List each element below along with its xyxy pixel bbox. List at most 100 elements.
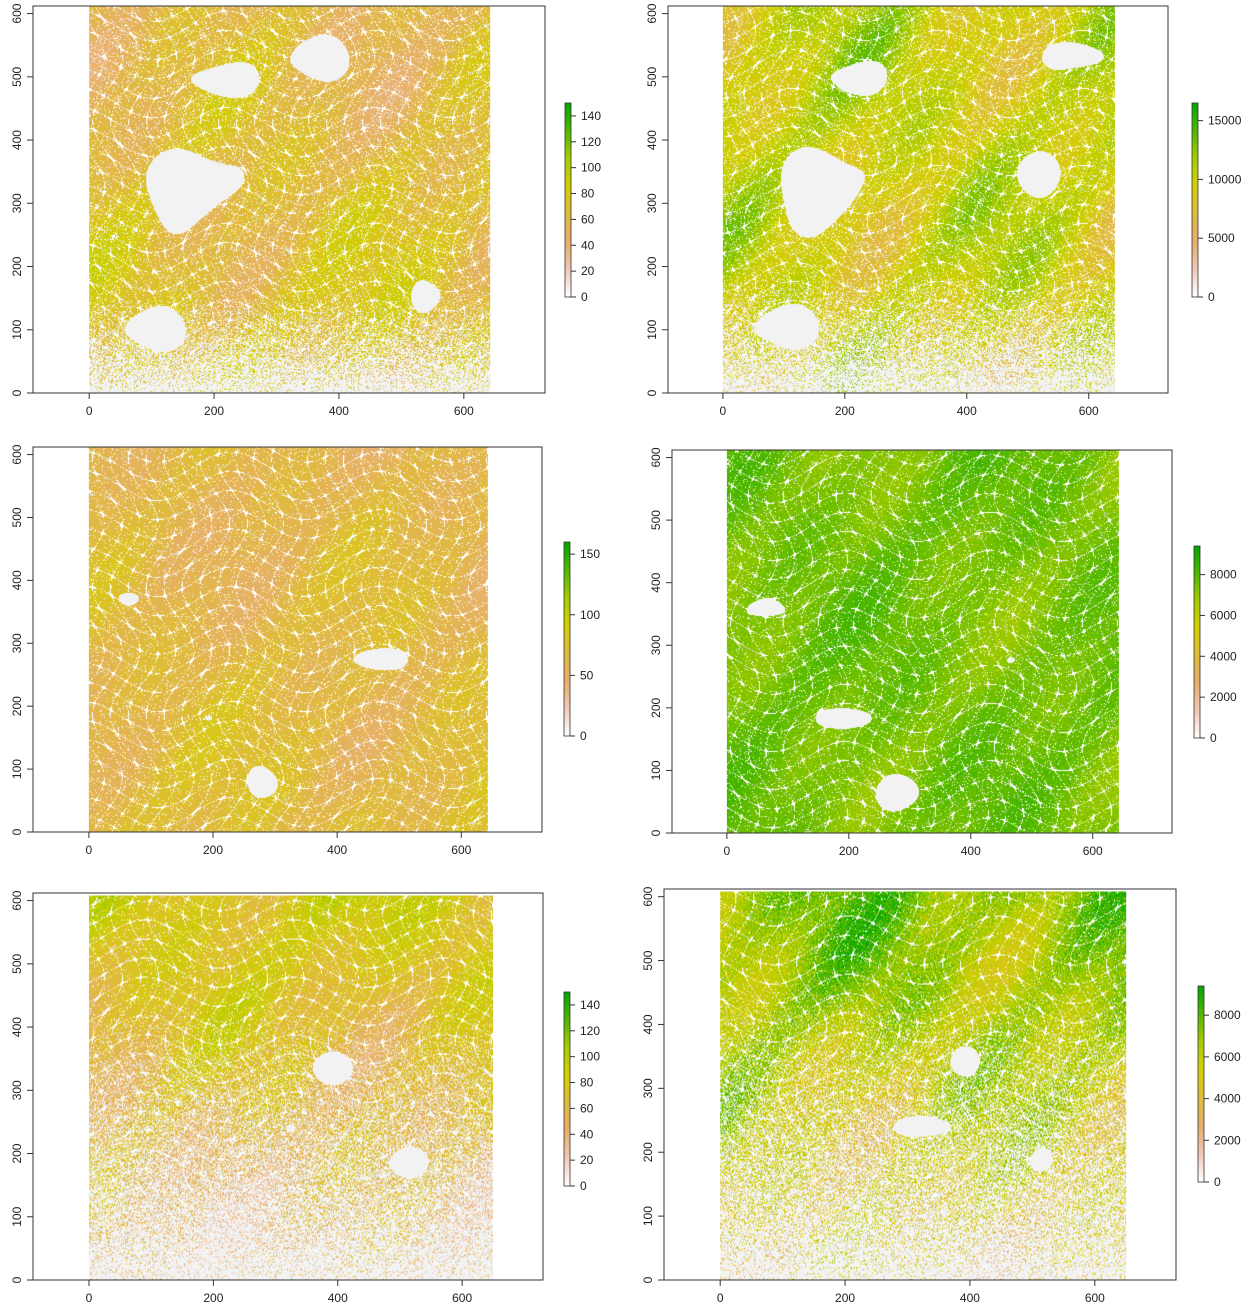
- y-tick-label: 500: [10, 507, 24, 527]
- legend-tick-label: 80: [581, 187, 595, 201]
- raster-panel-row-1-left: 0 200 400 600 0 100 200 300 400 500 600 0 20 40 60 80 10…: [10, 3, 601, 418]
- y-tick-label: 100: [645, 319, 659, 339]
- raster-image: [722, 6, 1115, 393]
- legend-tick-label: 0: [1214, 1175, 1221, 1189]
- y-tick-label: 100: [10, 1206, 24, 1226]
- x-tick-label: 600: [1079, 404, 1099, 418]
- y-tick-label: 600: [10, 890, 24, 910]
- raster-image: [720, 891, 1127, 1280]
- y-tick-label: 400: [10, 570, 24, 590]
- legend-tick-label: 4000: [1214, 1092, 1241, 1106]
- x-tick-label: 400: [961, 844, 981, 858]
- y-tick-label: 200: [645, 256, 659, 276]
- raster-image: [88, 447, 488, 832]
- y-tick-label: 600: [649, 447, 663, 467]
- raster-panel-row-1-right: 0 200 400 600 0 100 200 300 400 500 600 0 5000 10000 1…: [645, 3, 1242, 418]
- legend-tick-label: 140: [580, 998, 600, 1012]
- legend: 0 50 100 150: [563, 541, 600, 743]
- legend-color-bar: [563, 541, 571, 737]
- plot-frame: [32, 446, 543, 833]
- y-tick-label: 400: [645, 130, 659, 150]
- legend-color-bar: [564, 102, 572, 298]
- x-tick-label: 400: [327, 843, 347, 857]
- y-tick-label: 0: [10, 828, 24, 835]
- legend: 0 20 40 60 80 100 120 140: [564, 102, 601, 304]
- legend-tick-label: 0: [580, 1179, 587, 1193]
- plot-frame: [32, 5, 546, 394]
- legend-tick-label: 120: [581, 135, 601, 149]
- x-tick-label: 0: [86, 404, 93, 418]
- y-tick-label: 300: [645, 193, 659, 213]
- legend-tick-label: 50: [580, 668, 594, 682]
- raster-image: [88, 895, 493, 1280]
- legend-tick-label: 150: [580, 547, 600, 561]
- legend-tick-label: 60: [581, 212, 595, 226]
- x-tick-label: 0: [717, 1291, 724, 1305]
- plot-frame: [663, 888, 1177, 1281]
- plot-frame: [667, 5, 1169, 394]
- legend-tick-label: 0: [1210, 731, 1217, 745]
- y-tick-label: 0: [10, 389, 24, 396]
- y-tick-label: 300: [10, 193, 24, 213]
- raster-panel-row-2-right: 0 200 400 600010020030040050060002000400060…: [649, 447, 1237, 858]
- y-tick-label: 0: [649, 829, 663, 836]
- legend-tick-label: 100: [580, 608, 600, 622]
- y-tick-label: 0: [641, 1276, 655, 1283]
- y-tick-label: 400: [10, 130, 24, 150]
- y-tick-label: 200: [649, 698, 663, 718]
- raster-panel-row-3-right: 0 200 400 600010020030040050060002000400060…: [641, 886, 1241, 1305]
- x-tick-label: 0: [724, 844, 731, 858]
- raster-image: [89, 6, 491, 393]
- legend-tick-label: 8000: [1210, 568, 1237, 582]
- y-tick-label: 0: [645, 389, 659, 396]
- y-tick-label: 400: [649, 572, 663, 592]
- y-tick-label: 500: [10, 66, 24, 86]
- legend-tick-label: 15000: [1208, 114, 1242, 128]
- y-tick-label: 400: [641, 1014, 655, 1034]
- legend-tick-label: 2000: [1214, 1133, 1241, 1147]
- legend-tick-label: 40: [581, 238, 595, 252]
- x-tick-label: 200: [203, 843, 223, 857]
- y-tick-label: 200: [10, 256, 24, 276]
- legend-color-bar: [1193, 545, 1201, 739]
- legend-tick-label: 20: [581, 264, 595, 278]
- y-tick-label: 600: [641, 886, 655, 906]
- y-tick-label: 100: [10, 319, 24, 339]
- legend-color-bar: [563, 991, 571, 1187]
- x-tick-label: 200: [203, 1291, 223, 1305]
- x-tick-label: 200: [839, 844, 859, 858]
- legend-tick-label: 120: [580, 1024, 600, 1038]
- raster-panel-row-3-left: 0 200 400 600 0 100 200 300 400 500 600 0 20 40 60 80 10…: [10, 890, 600, 1305]
- y-tick-label: 300: [10, 633, 24, 653]
- y-tick-label: 300: [641, 1078, 655, 1098]
- y-tick-label: 200: [10, 696, 24, 716]
- legend-tick-label: 10000: [1208, 172, 1242, 186]
- x-tick-label: 400: [957, 404, 977, 418]
- x-tick-label: 600: [1083, 844, 1103, 858]
- legend-tick-label: 6000: [1210, 608, 1237, 622]
- y-tick-label: 200: [641, 1142, 655, 1162]
- legend-tick-label: 60: [580, 1101, 594, 1115]
- y-tick-label: 100: [10, 759, 24, 779]
- legend-tick-label: 140: [581, 109, 601, 123]
- x-tick-label: 400: [329, 404, 349, 418]
- y-tick-label: 200: [10, 1143, 24, 1163]
- plot-frame: [671, 449, 1173, 834]
- y-tick-label: 400: [10, 1017, 24, 1037]
- x-tick-label: 600: [454, 404, 474, 418]
- x-tick-label: 200: [835, 1291, 855, 1305]
- y-tick-label: 600: [645, 3, 659, 23]
- legend-tick-label: 5000: [1208, 231, 1235, 245]
- x-tick-label: 600: [451, 843, 471, 857]
- legend: 0 20 40 60 80 100 120 140: [563, 991, 600, 1193]
- x-tick-label: 200: [835, 404, 855, 418]
- legend-tick-label: 0: [1208, 290, 1215, 304]
- y-tick-label: 600: [10, 444, 24, 464]
- y-tick-label: 300: [649, 635, 663, 655]
- y-tick-label: 100: [641, 1206, 655, 1226]
- legend: 0 2000 4000 6000 8000: [1197, 985, 1241, 1189]
- legend-tick-label: 100: [580, 1050, 600, 1064]
- legend-tick-label: 2000: [1210, 690, 1237, 704]
- x-tick-label: 0: [86, 843, 93, 857]
